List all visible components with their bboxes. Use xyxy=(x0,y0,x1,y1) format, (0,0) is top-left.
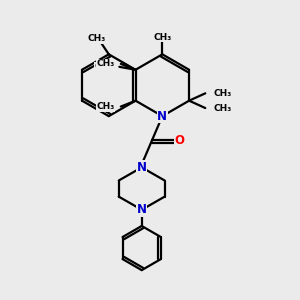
Text: CH₃: CH₃ xyxy=(96,59,114,68)
Text: CH₃: CH₃ xyxy=(214,103,232,112)
Text: N: N xyxy=(137,161,147,174)
Text: CH₃: CH₃ xyxy=(96,102,114,111)
Text: CH₃: CH₃ xyxy=(88,34,106,43)
Text: CH₃: CH₃ xyxy=(153,33,172,42)
Text: CH₃: CH₃ xyxy=(214,89,232,98)
Text: O: O xyxy=(174,134,184,147)
Text: N: N xyxy=(157,110,167,123)
Text: N: N xyxy=(137,203,147,216)
Text: CH₃: CH₃ xyxy=(94,62,113,71)
